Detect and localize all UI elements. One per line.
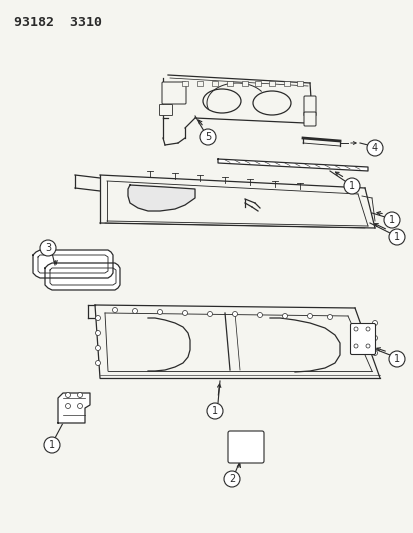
Bar — [182, 81, 188, 86]
Circle shape — [383, 212, 399, 228]
Bar — [226, 81, 233, 86]
Circle shape — [132, 309, 137, 313]
Circle shape — [77, 403, 82, 408]
Polygon shape — [218, 159, 367, 171]
Bar — [242, 81, 247, 86]
Circle shape — [199, 129, 216, 145]
Circle shape — [282, 313, 287, 319]
Circle shape — [157, 310, 162, 314]
Text: 1: 1 — [348, 181, 354, 191]
Text: 5: 5 — [204, 132, 211, 142]
Circle shape — [95, 330, 100, 335]
Bar — [268, 81, 274, 86]
Circle shape — [257, 312, 262, 318]
FancyBboxPatch shape — [161, 82, 185, 104]
Text: 1: 1 — [49, 440, 55, 450]
Circle shape — [388, 351, 404, 367]
Text: 4: 4 — [371, 143, 377, 153]
Circle shape — [206, 403, 223, 419]
Text: 2: 2 — [228, 474, 235, 484]
Circle shape — [365, 344, 369, 348]
Circle shape — [366, 140, 382, 156]
FancyBboxPatch shape — [303, 112, 315, 126]
Bar — [211, 81, 218, 86]
Circle shape — [307, 313, 312, 319]
Polygon shape — [33, 250, 113, 278]
Circle shape — [182, 311, 187, 316]
Circle shape — [343, 178, 359, 194]
Circle shape — [327, 314, 332, 319]
Circle shape — [232, 311, 237, 317]
Text: 1: 1 — [393, 232, 399, 242]
Polygon shape — [45, 263, 120, 290]
FancyBboxPatch shape — [350, 324, 375, 354]
Text: 1: 1 — [388, 215, 394, 225]
Circle shape — [65, 403, 70, 408]
Circle shape — [372, 320, 377, 326]
Polygon shape — [128, 185, 195, 211]
Bar — [197, 81, 202, 86]
Ellipse shape — [202, 89, 240, 113]
Circle shape — [95, 345, 100, 351]
Bar — [283, 81, 289, 86]
Circle shape — [223, 471, 240, 487]
Circle shape — [207, 311, 212, 317]
Text: 3: 3 — [45, 243, 51, 253]
Circle shape — [353, 344, 357, 348]
Ellipse shape — [252, 91, 290, 115]
Circle shape — [112, 308, 117, 312]
Text: 1: 1 — [211, 406, 218, 416]
Circle shape — [372, 351, 377, 356]
Bar — [254, 81, 260, 86]
Bar — [296, 81, 302, 86]
Circle shape — [40, 240, 56, 256]
Circle shape — [388, 229, 404, 245]
Circle shape — [77, 392, 82, 398]
Circle shape — [372, 335, 377, 341]
FancyBboxPatch shape — [228, 431, 263, 463]
Circle shape — [353, 327, 357, 331]
FancyBboxPatch shape — [159, 104, 172, 116]
Text: 93182  3310: 93182 3310 — [14, 16, 102, 29]
Polygon shape — [58, 393, 90, 423]
Circle shape — [95, 360, 100, 366]
Text: 1: 1 — [393, 354, 399, 364]
Circle shape — [65, 392, 70, 398]
Circle shape — [365, 327, 369, 331]
FancyBboxPatch shape — [303, 96, 315, 116]
Circle shape — [95, 316, 100, 320]
Circle shape — [44, 437, 60, 453]
